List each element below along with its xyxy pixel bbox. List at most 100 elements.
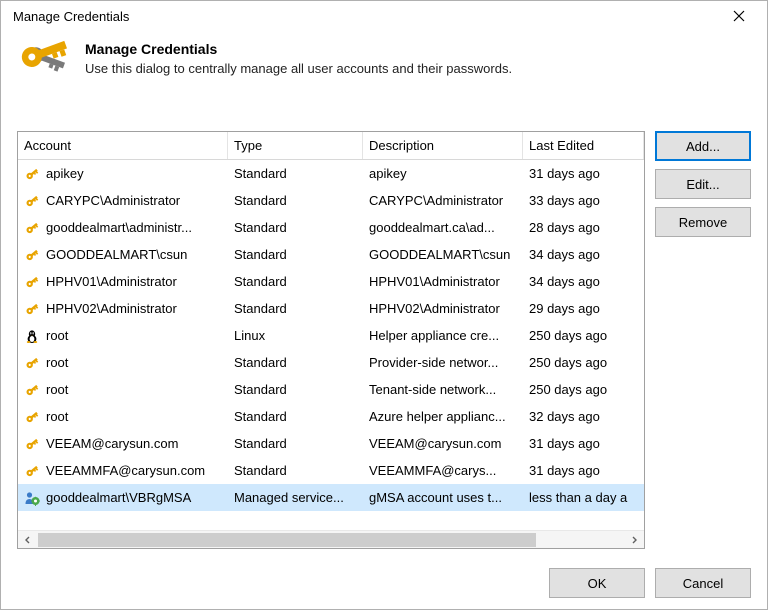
key-icon [24, 220, 40, 236]
cell-account: apikey [18, 160, 228, 187]
table-row[interactable]: gooddealmart\administr...Standardgooddea… [18, 214, 644, 241]
horizontal-scrollbar[interactable] [18, 530, 644, 548]
cell-last-edited: 250 days ago [523, 349, 644, 376]
content-area: Account Type Description Last Edited api… [17, 131, 751, 549]
bottom-bar: OK Cancel [1, 557, 767, 609]
header-title: Manage Credentials [85, 41, 512, 57]
keys-icon [17, 37, 71, 91]
cell-description: Helper appliance cre... [363, 322, 523, 349]
titlebar-title: Manage Credentials [13, 9, 719, 24]
column-header-description[interactable]: Description [363, 132, 523, 159]
account-text: root [46, 328, 68, 343]
grid-body: apikeyStandardapikey31 days agoCARYPC\Ad… [18, 160, 644, 530]
account-text: VEEAM@carysun.com [46, 436, 178, 451]
key-icon [24, 193, 40, 209]
cell-description: GOODDEALMART\csun [363, 241, 523, 268]
key-icon [24, 355, 40, 371]
cell-account: CARYPC\Administrator [18, 187, 228, 214]
cell-type: Standard [228, 430, 363, 457]
cell-last-edited: 31 days ago [523, 430, 644, 457]
side-buttons: Add... Edit... Remove [655, 131, 751, 549]
account-text: VEEAMMFA@carysun.com [46, 463, 205, 478]
credentials-grid: Account Type Description Last Edited api… [17, 131, 645, 549]
table-row[interactable]: apikeyStandardapikey31 days ago [18, 160, 644, 187]
cell-account: VEEAMMFA@carysun.com [18, 457, 228, 484]
remove-button[interactable]: Remove [655, 207, 751, 237]
cell-account: HPHV01\Administrator [18, 268, 228, 295]
header-subtitle: Use this dialog to centrally manage all … [85, 61, 512, 76]
cell-last-edited: 31 days ago [523, 160, 644, 187]
header-text: Manage Credentials Use this dialog to ce… [85, 37, 512, 91]
table-row[interactable]: gooddealmart\VBRgMSA Managed service...gM… [18, 484, 644, 511]
close-icon [733, 10, 745, 22]
cell-type: Standard [228, 160, 363, 187]
cell-description: Azure helper applianc... [363, 403, 523, 430]
table-row[interactable]: GOODDEALMART\csunStandardGOODDEALMART\cs… [18, 241, 644, 268]
scroll-right-button[interactable] [626, 533, 642, 547]
account-text: gooddealmart\VBRgMSA [46, 490, 191, 505]
cell-last-edited: 33 days ago [523, 187, 644, 214]
ok-button[interactable]: OK [549, 568, 645, 598]
table-row[interactable]: rootStandardAzure helper applianc...32 d… [18, 403, 644, 430]
cell-description: HPHV01\Administrator [363, 268, 523, 295]
column-header-type[interactable]: Type [228, 132, 363, 159]
column-header-account[interactable]: Account [18, 132, 228, 159]
account-text: HPHV02\Administrator [46, 301, 177, 316]
table-row[interactable]: rootLinuxHelper appliance cre...250 days… [18, 322, 644, 349]
cell-last-edited: 28 days ago [523, 214, 644, 241]
account-text: root [46, 382, 68, 397]
cell-description: HPHV02\Administrator [363, 295, 523, 322]
table-row[interactable]: CARYPC\AdministratorStandardCARYPC\Admin… [18, 187, 644, 214]
titlebar: Manage Credentials [1, 1, 767, 31]
account-text: GOODDEALMART\csun [46, 247, 187, 262]
close-button[interactable] [719, 2, 759, 30]
table-row[interactable]: HPHV01\AdministratorStandardHPHV01\Admin… [18, 268, 644, 295]
account-text: root [46, 409, 68, 424]
gmsa-icon [24, 490, 40, 506]
chevron-left-icon [24, 536, 32, 544]
cell-account: HPHV02\Administrator [18, 295, 228, 322]
table-row[interactable]: HPHV02\AdministratorStandardHPHV02\Admin… [18, 295, 644, 322]
cell-description: VEEAMMFA@carys... [363, 457, 523, 484]
grid-header: Account Type Description Last Edited [18, 132, 644, 160]
column-header-last-edited[interactable]: Last Edited [523, 132, 644, 159]
edit-button[interactable]: Edit... [655, 169, 751, 199]
key-icon [24, 436, 40, 452]
cell-type: Standard [228, 349, 363, 376]
cell-last-edited: less than a day a [523, 484, 644, 511]
scroll-thumb[interactable] [38, 533, 536, 547]
cell-type: Linux [228, 322, 363, 349]
add-button[interactable]: Add... [655, 131, 751, 161]
account-text: HPHV01\Administrator [46, 274, 177, 289]
table-row[interactable]: VEEAMMFA@carysun.comStandardVEEAMMFA@car… [18, 457, 644, 484]
cell-type: Managed service... [228, 484, 363, 511]
cell-account: gooddealmart\administr... [18, 214, 228, 241]
account-text: CARYPC\Administrator [46, 193, 180, 208]
cell-account: root [18, 376, 228, 403]
table-row[interactable]: VEEAM@carysun.comStandardVEEAM@carysun.c… [18, 430, 644, 457]
cell-type: Standard [228, 268, 363, 295]
scroll-left-button[interactable] [20, 533, 36, 547]
cancel-button[interactable]: Cancel [655, 568, 751, 598]
manage-credentials-dialog: Manage Credentials [0, 0, 768, 610]
cell-type: Standard [228, 214, 363, 241]
cell-last-edited: 32 days ago [523, 403, 644, 430]
table-row[interactable]: root StandardTenant-side network...250 da… [18, 376, 644, 403]
cell-type: Standard [228, 376, 363, 403]
cell-description: Tenant-side network... [363, 376, 523, 403]
key-icon [24, 382, 40, 398]
cell-description: Provider-side networ... [363, 349, 523, 376]
scroll-track[interactable] [38, 533, 624, 547]
key-icon [24, 274, 40, 290]
cell-account: root [18, 349, 228, 376]
cell-type: Standard [228, 241, 363, 268]
cell-last-edited: 250 days ago [523, 376, 644, 403]
table-row[interactable]: rootStandardProvider-side networ...250 d… [18, 349, 644, 376]
cell-last-edited: 31 days ago [523, 457, 644, 484]
cell-description: apikey [363, 160, 523, 187]
key-icon [24, 409, 40, 425]
cell-account: GOODDEALMART\csun [18, 241, 228, 268]
key-icon [24, 301, 40, 317]
cell-description: gMSA account uses t... [363, 484, 523, 511]
cell-account: root [18, 322, 228, 349]
